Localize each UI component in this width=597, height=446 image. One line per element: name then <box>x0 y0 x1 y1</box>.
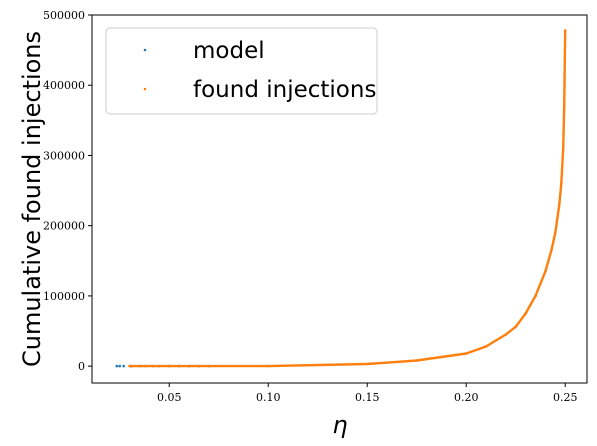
y-tick-label: 0 <box>78 360 85 373</box>
legend-label-model: model <box>193 38 265 64</box>
data-point-found-injections <box>560 182 563 185</box>
data-point-found-injections <box>167 364 171 368</box>
x-axis-ticks: 0.05 0.10 0.15 0.20 0.25 <box>157 383 577 404</box>
data-point-found-injections <box>544 270 547 273</box>
data-point-found-injections <box>504 333 508 336</box>
data-point-found-injections <box>550 249 553 252</box>
y-tick-label: 200000 <box>43 220 85 233</box>
data-point-found-injections <box>554 231 557 234</box>
data-point-found-injections <box>484 345 488 348</box>
data-point-found-injections <box>415 359 419 362</box>
x-axis-label: η <box>332 411 347 439</box>
y-tick-label: 300000 <box>43 149 85 162</box>
x-tick-label: 0.20 <box>454 391 479 404</box>
y-tick-label: 100000 <box>43 290 85 303</box>
data-point-found-injections <box>128 364 131 368</box>
data-point-found-injections <box>365 362 369 366</box>
data-point-found-injections <box>266 364 270 368</box>
y-tick-label: 500000 <box>43 9 85 22</box>
data-point-found-injections <box>558 203 561 206</box>
legend: model found injections <box>105 27 378 115</box>
x-tick-label: 0.25 <box>553 391 578 404</box>
data-point-found-injections <box>561 147 565 150</box>
legend-box <box>105 27 378 115</box>
y-tick-label: 400000 <box>43 79 85 92</box>
data-point-found-injections <box>524 312 527 315</box>
data-point-found-injections <box>562 105 566 108</box>
legend-label-found-injections: found injections <box>193 77 376 103</box>
y-axis-label: Cumulative found injections <box>18 31 46 367</box>
x-tick-label: 0.10 <box>256 391 281 404</box>
x-tick-label: 0.15 <box>355 391 380 404</box>
y-axis-ticks: 0 100000 200000 300000 400000 500000 <box>43 9 92 373</box>
x-tick-label: 0.05 <box>157 391 182 404</box>
data-point-found-injections <box>514 325 517 329</box>
legend-marker-model <box>143 48 147 52</box>
data-point-found-injections <box>534 294 537 298</box>
data-marks <box>115 29 567 368</box>
data-point-model <box>122 364 125 368</box>
data-point-found-injections <box>563 29 567 32</box>
data-point-model <box>115 364 119 368</box>
data-point-found-injections <box>464 352 468 355</box>
legend-marker-found-injections <box>143 87 147 91</box>
data-point-model <box>118 364 121 368</box>
